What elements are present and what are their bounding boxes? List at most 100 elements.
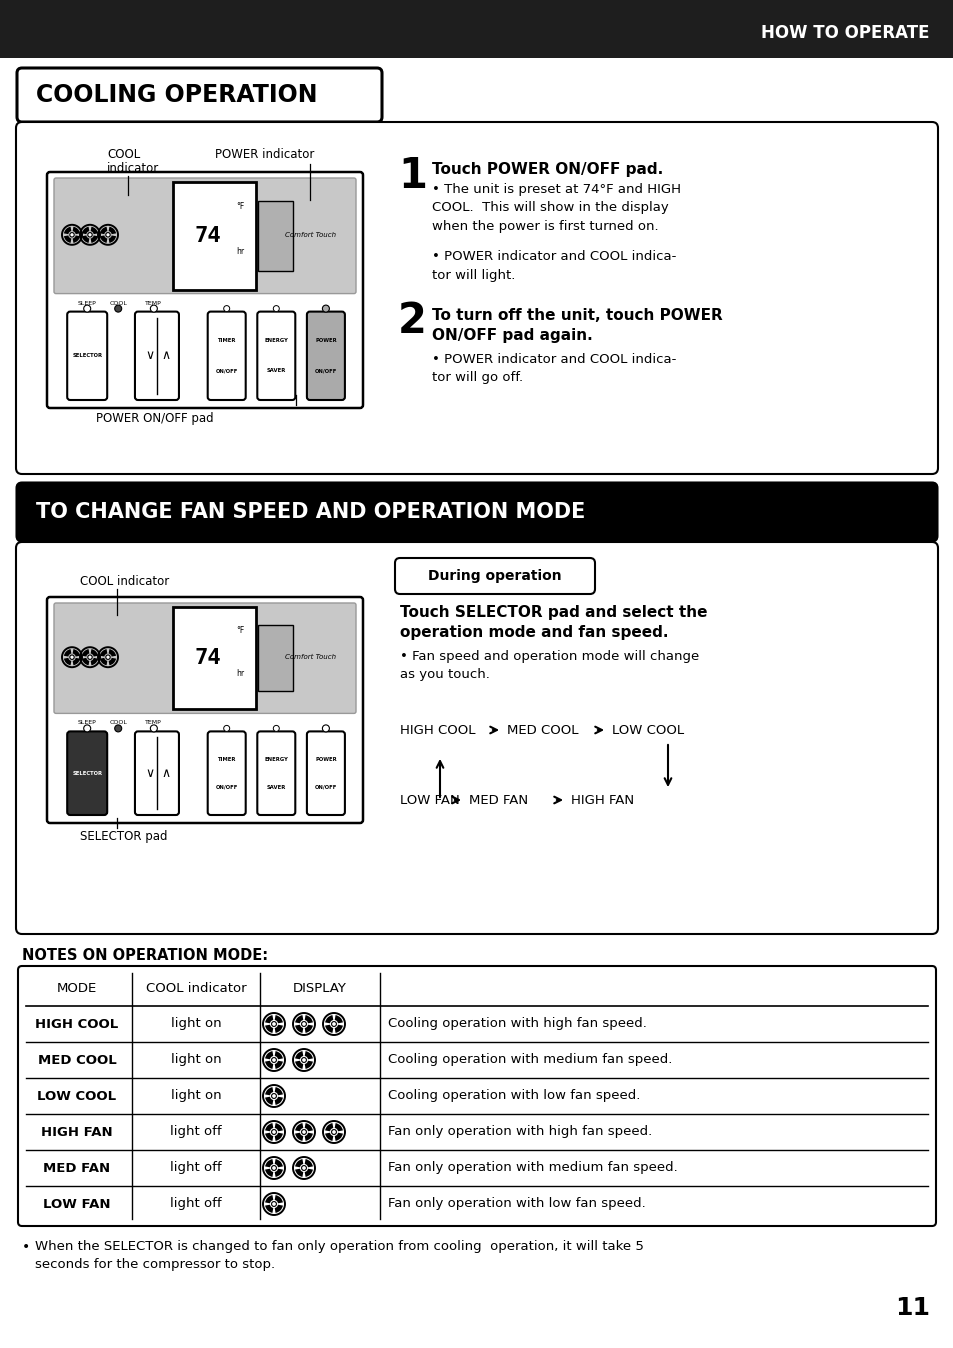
Text: ON/OFF: ON/OFF	[314, 368, 336, 373]
Wedge shape	[294, 1169, 303, 1177]
Wedge shape	[274, 1015, 283, 1023]
FancyBboxPatch shape	[16, 123, 937, 474]
Wedge shape	[64, 650, 71, 656]
Text: ON/OFF: ON/OFF	[314, 785, 336, 790]
Wedge shape	[82, 650, 90, 656]
Wedge shape	[72, 658, 80, 666]
Wedge shape	[82, 226, 90, 235]
Wedge shape	[64, 236, 71, 243]
Wedge shape	[335, 1123, 342, 1131]
Wedge shape	[304, 1123, 313, 1131]
Wedge shape	[274, 1159, 283, 1167]
Wedge shape	[335, 1015, 342, 1023]
Text: • The unit is preset at 74°F and HIGH
COOL.  This will show in the display
when : • The unit is preset at 74°F and HIGH CO…	[432, 183, 680, 233]
Wedge shape	[304, 1024, 313, 1033]
Circle shape	[272, 1058, 276, 1062]
Circle shape	[84, 725, 91, 732]
FancyBboxPatch shape	[134, 311, 179, 400]
Circle shape	[272, 1201, 276, 1206]
Text: light off: light off	[170, 1126, 222, 1139]
Wedge shape	[274, 1097, 283, 1105]
Circle shape	[151, 305, 157, 313]
Text: COOLING OPERATION: COOLING OPERATION	[36, 84, 317, 106]
Text: ∨: ∨	[145, 349, 154, 363]
Text: During operation: During operation	[428, 569, 561, 582]
Text: TO CHANGE FAN SPEED AND OPERATION MODE: TO CHANGE FAN SPEED AND OPERATION MODE	[36, 501, 585, 522]
Text: ∨: ∨	[145, 767, 154, 779]
Wedge shape	[294, 1051, 303, 1060]
Text: HOW TO OPERATE: HOW TO OPERATE	[760, 24, 929, 42]
Circle shape	[106, 655, 111, 659]
Wedge shape	[274, 1205, 283, 1213]
FancyBboxPatch shape	[47, 597, 363, 824]
Wedge shape	[335, 1024, 342, 1033]
Wedge shape	[72, 236, 80, 243]
Circle shape	[88, 655, 92, 659]
Text: MED COOL: MED COOL	[506, 724, 578, 736]
FancyBboxPatch shape	[307, 311, 345, 400]
Wedge shape	[294, 1159, 303, 1167]
Text: ON/OFF: ON/OFF	[215, 785, 237, 790]
Text: hr: hr	[235, 247, 244, 256]
Circle shape	[70, 233, 74, 237]
Text: SLEEP: SLEEP	[78, 720, 96, 725]
Text: When the SELECTOR is changed to fan only operation from cooling  operation, it w: When the SELECTOR is changed to fan only…	[35, 1240, 643, 1271]
Wedge shape	[274, 1024, 283, 1033]
Circle shape	[301, 1058, 306, 1062]
Text: HIGH FAN: HIGH FAN	[41, 1126, 112, 1139]
Text: LOW COOL: LOW COOL	[612, 724, 683, 736]
Wedge shape	[294, 1024, 303, 1033]
Text: MED FAN: MED FAN	[44, 1162, 111, 1174]
Wedge shape	[304, 1132, 313, 1140]
Text: Comfort Touch: Comfort Touch	[285, 232, 335, 237]
Text: SELECTOR pad: SELECTOR pad	[80, 830, 168, 842]
Wedge shape	[100, 658, 108, 666]
Wedge shape	[304, 1061, 313, 1069]
Wedge shape	[325, 1015, 333, 1023]
Wedge shape	[109, 226, 116, 235]
Wedge shape	[91, 658, 98, 666]
Wedge shape	[325, 1024, 333, 1033]
Text: SELECTOR: SELECTOR	[72, 353, 102, 359]
Wedge shape	[274, 1123, 283, 1131]
FancyBboxPatch shape	[208, 732, 246, 816]
FancyBboxPatch shape	[17, 67, 381, 123]
Wedge shape	[91, 236, 98, 243]
Text: light on: light on	[171, 1018, 221, 1030]
Text: ON/OFF: ON/OFF	[215, 368, 237, 373]
Circle shape	[114, 305, 122, 313]
Text: Fan only operation with high fan speed.: Fan only operation with high fan speed.	[388, 1126, 652, 1139]
FancyBboxPatch shape	[17, 483, 936, 541]
Wedge shape	[64, 658, 71, 666]
Wedge shape	[325, 1132, 333, 1140]
Wedge shape	[100, 650, 108, 656]
Text: HIGH COOL: HIGH COOL	[35, 1018, 118, 1030]
Circle shape	[272, 1166, 276, 1170]
Wedge shape	[304, 1051, 313, 1060]
FancyBboxPatch shape	[172, 607, 255, 709]
Wedge shape	[100, 236, 108, 243]
Wedge shape	[265, 1169, 273, 1177]
Wedge shape	[82, 236, 90, 243]
Text: Fan only operation with medium fan speed.: Fan only operation with medium fan speed…	[388, 1162, 677, 1174]
FancyBboxPatch shape	[67, 311, 107, 400]
Text: ∧: ∧	[161, 349, 171, 363]
FancyBboxPatch shape	[54, 178, 355, 294]
Text: TEMP: TEMP	[145, 301, 162, 306]
Circle shape	[272, 1022, 276, 1026]
Wedge shape	[274, 1051, 283, 1060]
Wedge shape	[304, 1015, 313, 1023]
Text: MED FAN: MED FAN	[469, 794, 528, 806]
Wedge shape	[265, 1097, 273, 1105]
Wedge shape	[265, 1051, 273, 1060]
Wedge shape	[109, 658, 116, 666]
Text: HIGH FAN: HIGH FAN	[571, 794, 634, 806]
Text: • POWER indicator and COOL indica-
tor will go off.: • POWER indicator and COOL indica- tor w…	[432, 353, 676, 384]
Text: SLEEP: SLEEP	[78, 301, 96, 306]
Text: Touch POWER ON/OFF pad.: Touch POWER ON/OFF pad.	[432, 162, 662, 177]
Text: Cooling operation with low fan speed.: Cooling operation with low fan speed.	[388, 1089, 639, 1103]
Text: Touch SELECTOR pad and select the
operation mode and fan speed.: Touch SELECTOR pad and select the operat…	[399, 605, 707, 640]
Text: COOL: COOL	[107, 148, 140, 160]
Wedge shape	[91, 650, 98, 656]
Circle shape	[272, 1093, 276, 1099]
